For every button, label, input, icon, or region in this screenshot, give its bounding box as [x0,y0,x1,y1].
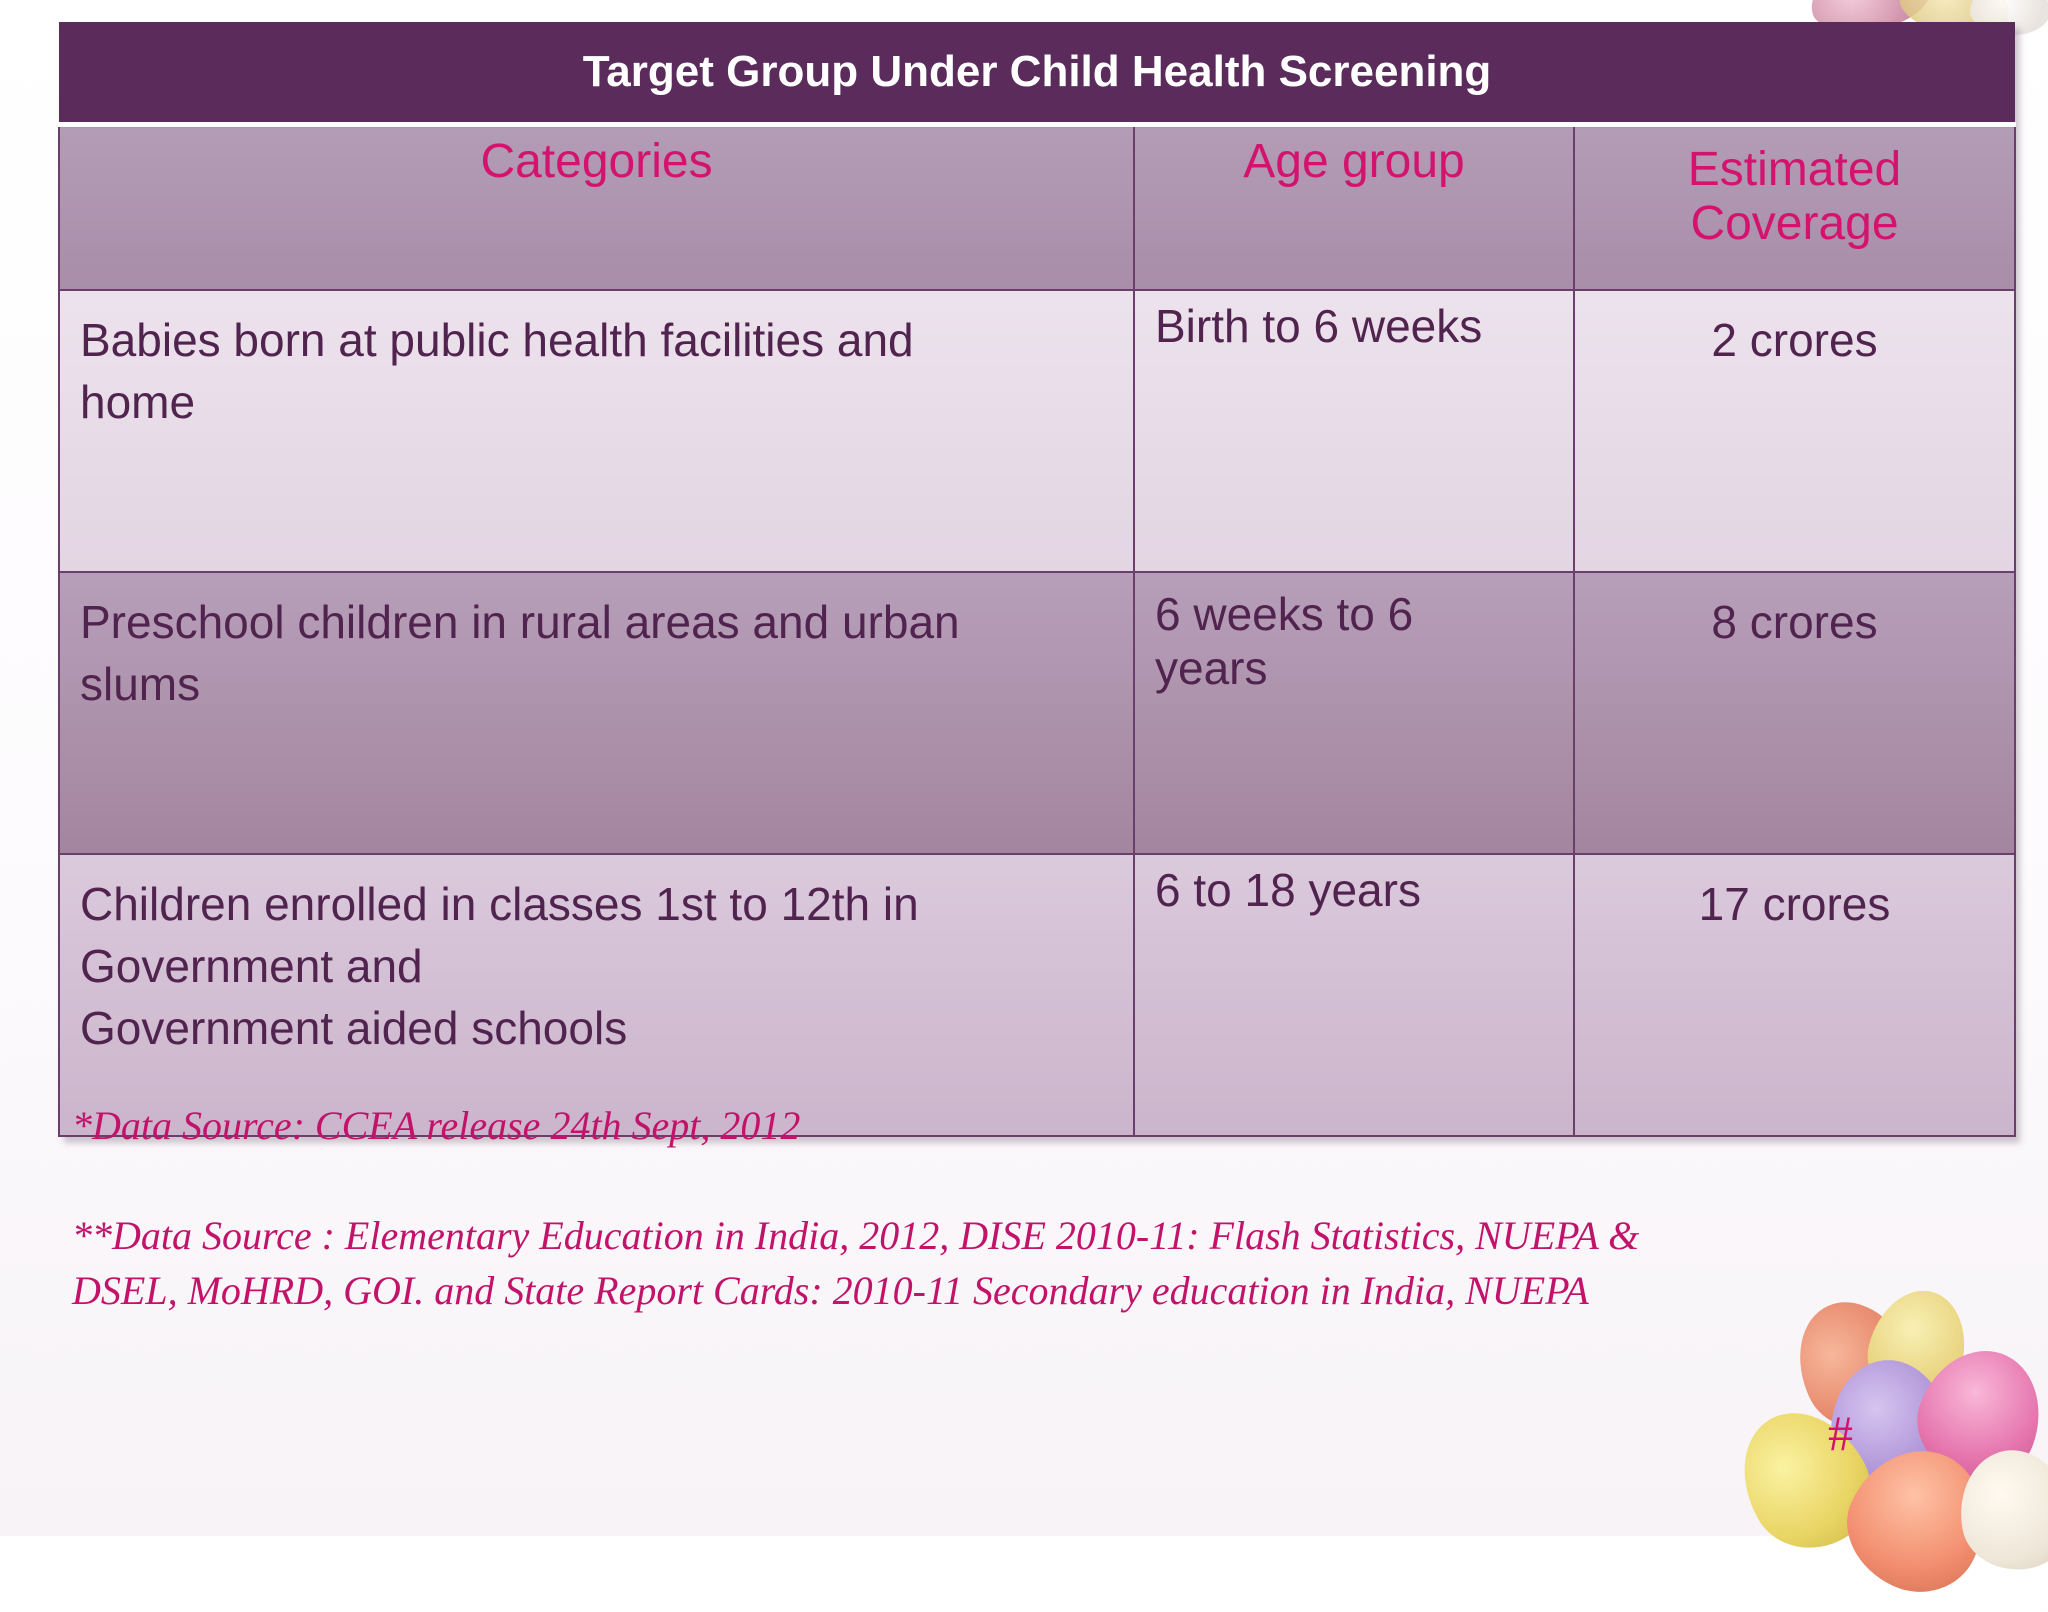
source-note-2-line1: **Data Source : Elementary Education in … [72,1213,1640,1258]
age-group-text: 6 weeks to 6 [1155,588,1414,640]
table-title: Target Group Under Child Health Screenin… [59,22,2015,127]
category-text: Preschool children in rural areas and ur… [80,596,960,648]
source-note-1: *Data Source: CCEA release 24th Sept, 20… [72,1103,801,1148]
header-categories: Categories [58,123,1135,291]
age-group-text: 6 to 18 years [1155,864,1421,916]
header-coverage-line2: Coverage [1690,197,1899,250]
age-group-cell: 6 weeks to 6 years [1133,571,1575,855]
header-age-group: Age group [1133,123,1575,291]
slide-number: # [1828,1405,1853,1461]
category-text: Government aided schools [80,1002,628,1054]
source-spacer [72,1153,1872,1208]
category-text: Government and [80,940,423,992]
screening-table: Target Group Under Child Health Screenin… [58,22,2016,1137]
age-group-cell: 6 to 18 years [1133,853,1575,1137]
category-text: slums [80,658,201,710]
table-row: Children enrolled in classes 1st to 12th… [58,853,2016,1137]
category-text: Children enrolled in classes 1st to 12th… [80,878,919,930]
category-cell: Babies born at public health facilities … [58,289,1135,573]
coverage-cell: 17 crores [1573,853,2016,1137]
source-note-2-line2: DSEL, MoHRD, GOI. and State Report Cards… [72,1268,1589,1313]
coverage-cell: 8 crores [1573,571,2016,855]
category-text: Babies born at public health facilities … [80,314,914,366]
age-group-text: Birth to 6 weeks [1155,300,1483,352]
category-text: home [80,376,196,428]
coverage-cell: 2 crores [1573,289,2016,573]
table-header-row: Categories Age group Estimated Coverage [58,123,2016,291]
data-sources: *Data Source: CCEA release 24th Sept, 20… [72,1098,1872,1318]
table-row: Babies born at public health facilities … [58,289,2016,573]
category-cell: Children enrolled in classes 1st to 12th… [58,853,1135,1137]
table-row: Preschool children in rural areas and ur… [58,571,2016,855]
age-group-text: years [1155,642,1268,694]
screening-table-container: Target Group Under Child Health Screenin… [58,22,2016,1137]
category-cell: Preschool children in rural areas and ur… [58,571,1135,855]
header-estimated-coverage: Estimated Coverage [1573,123,2016,291]
header-coverage-line1: Estimated [1687,143,1902,196]
age-group-cell: Birth to 6 weeks [1133,289,1575,573]
